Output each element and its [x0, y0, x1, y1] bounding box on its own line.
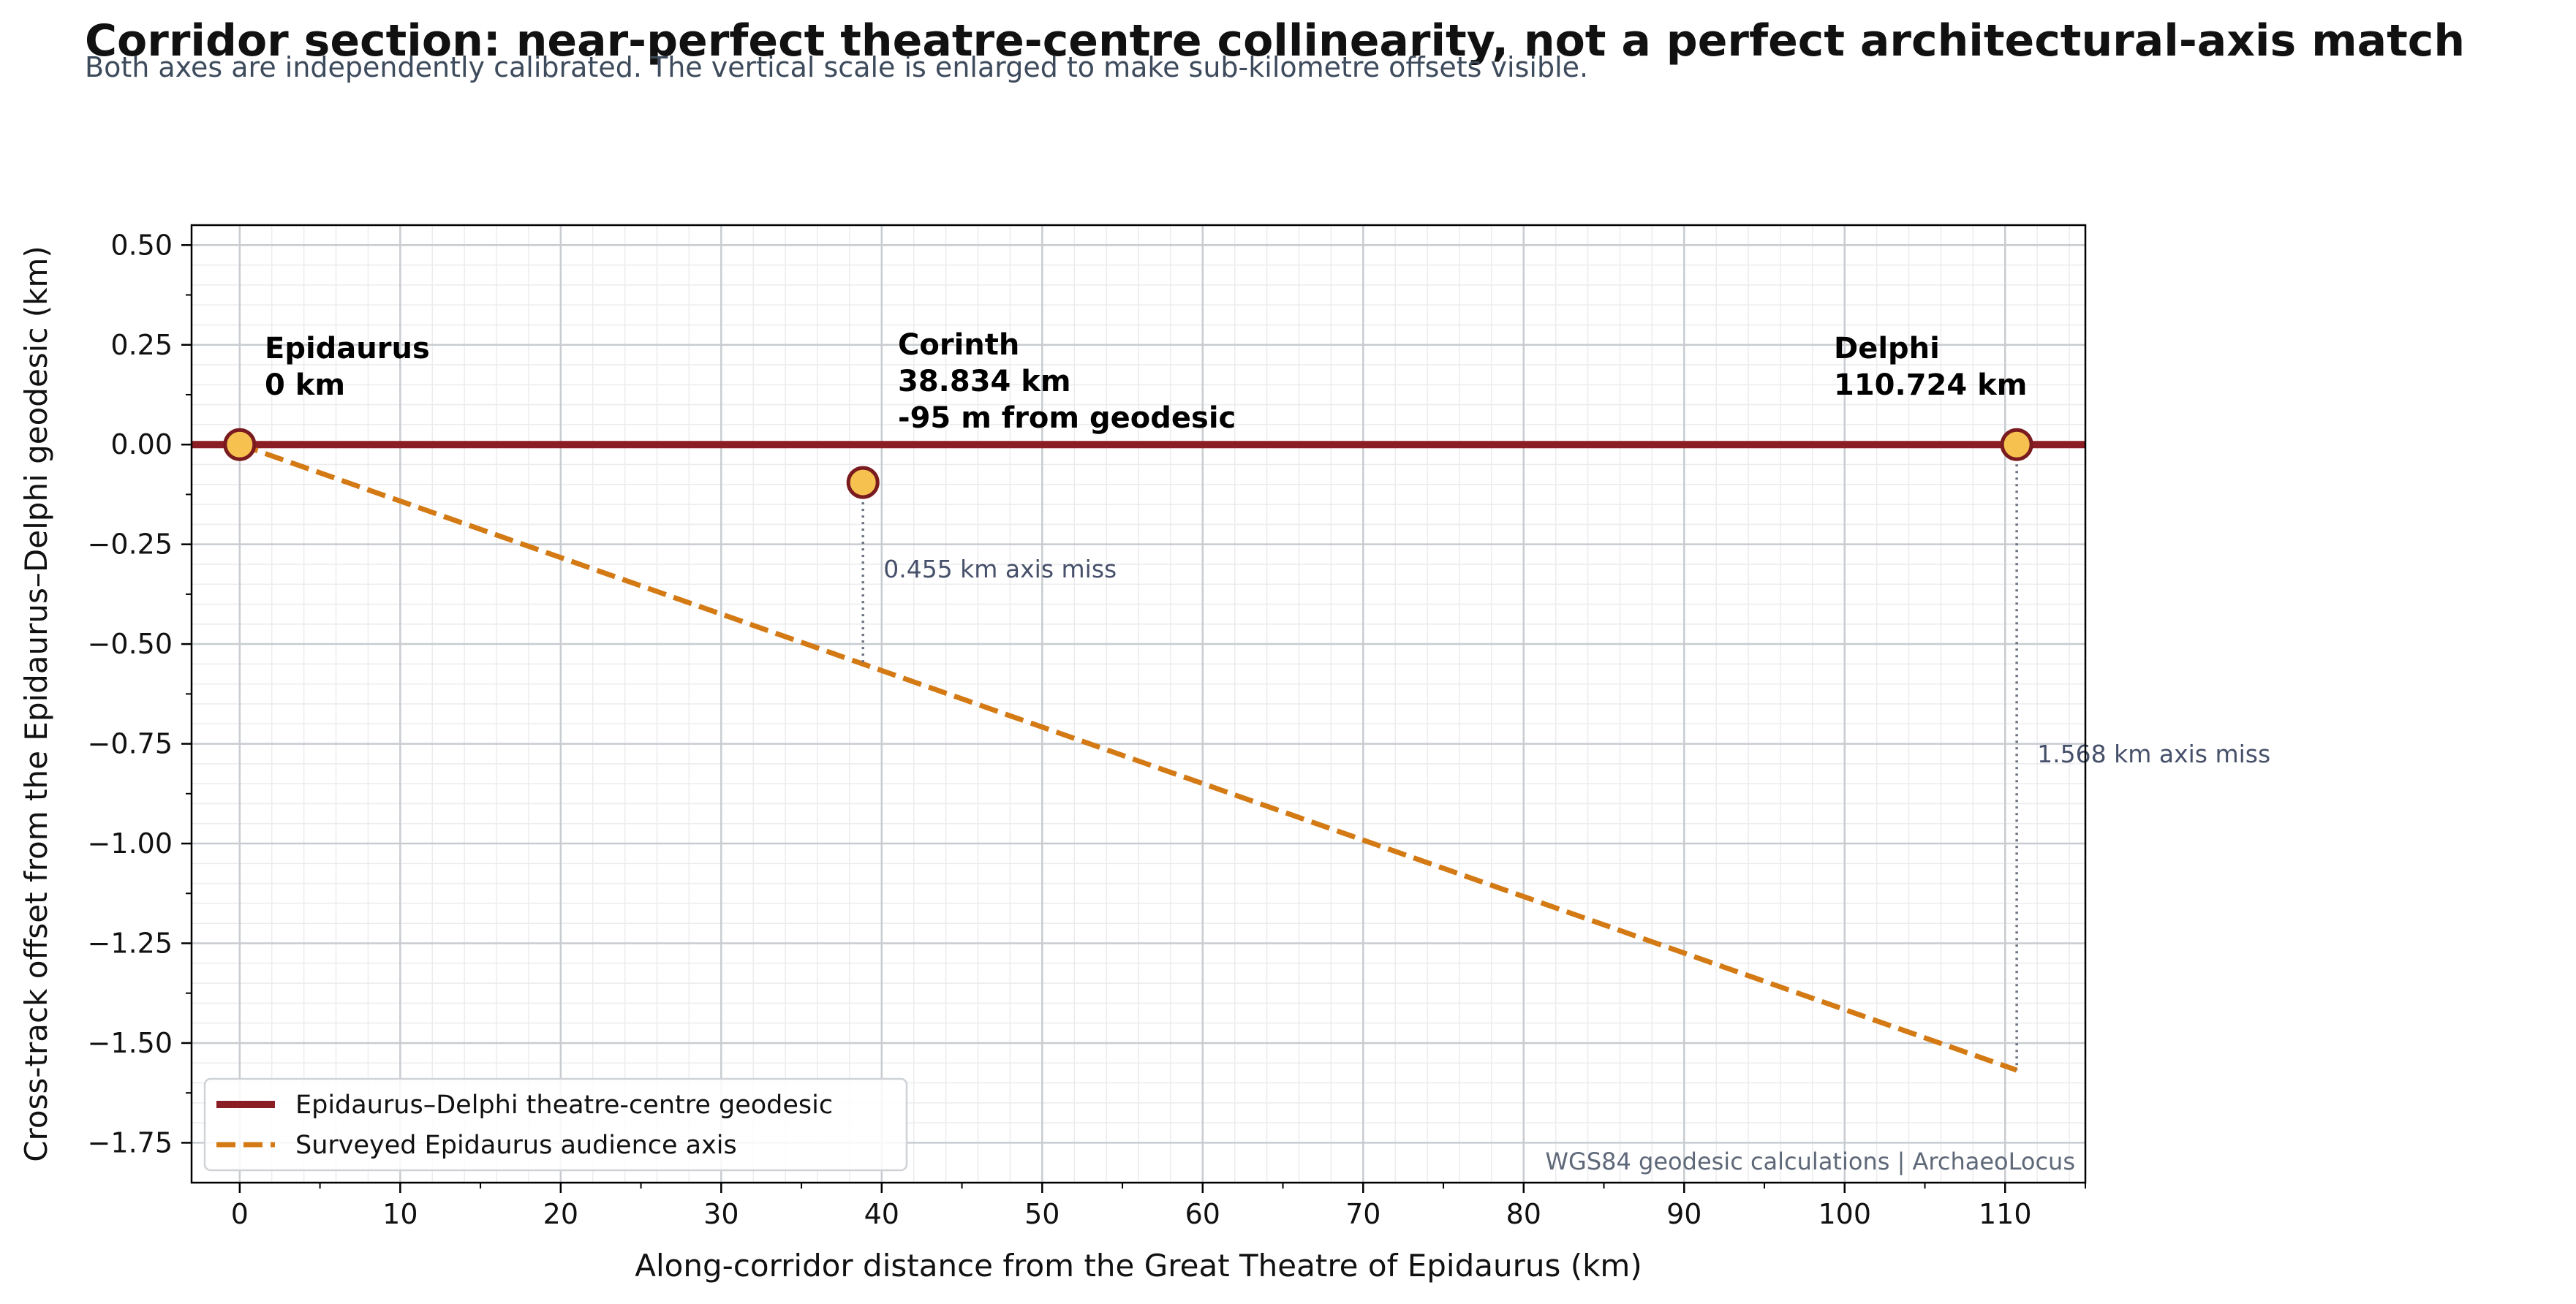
- x-tick-label: 90: [1666, 1198, 1701, 1230]
- legend-label: Epidaurus–Delphi theatre-centre geodesic: [295, 1091, 833, 1120]
- y-tick-label: 0.50: [110, 229, 173, 261]
- y-tick-label: 0.25: [110, 329, 173, 361]
- y-axis-label: Cross-track offset from the Epidaurus–De…: [18, 246, 54, 1162]
- site-label: Delphi 110.724 km: [1834, 332, 2027, 402]
- site-label-line: 0 km: [265, 368, 345, 402]
- x-tick-label: 40: [864, 1198, 899, 1230]
- x-tick-label: 0: [231, 1198, 249, 1230]
- axis-ticks: 0 10 20 30 40 50 60 70 80 90 100 110 0.50 0.25 0.00 −0.…: [88, 229, 2086, 1230]
- y-tick-label: −0.75: [88, 728, 173, 760]
- chart-subtitle: Both axes are independently calibrated. …: [85, 51, 1588, 83]
- chart-title: Corridor section: near-perfect theatre-c…: [85, 15, 2465, 67]
- audience-axis-line: [238, 441, 2018, 1073]
- x-tick-label: 50: [1024, 1198, 1060, 1230]
- x-tick-label: 20: [543, 1198, 578, 1230]
- x-axis-label: Along-corridor distance from the Great T…: [635, 1248, 1642, 1284]
- minor-grid: [192, 225, 2085, 1183]
- site-marker: [2000, 428, 2033, 461]
- x-tick-label: 110: [1979, 1198, 2032, 1230]
- y-tick-label: −0.25: [88, 528, 173, 561]
- legend: Epidaurus–Delphi theatre-centre geodesic…: [203, 1077, 908, 1172]
- credit-note: WGS84 geodesic calculations | ArchaeoLoc…: [1545, 1148, 2075, 1175]
- site-marker: [846, 466, 880, 499]
- x-tick-label: 100: [1818, 1198, 1871, 1230]
- site-label: Corinth 38.834 km -95 m from geodesic: [898, 328, 1236, 435]
- x-tick-label: 60: [1185, 1198, 1220, 1230]
- site-label-line: Delphi: [1834, 332, 1940, 365]
- legend-label: Surveyed Epidaurus audience axis: [295, 1131, 737, 1160]
- axis-miss-label: 1.568 km axis miss: [2037, 740, 2270, 768]
- major-grid: [192, 225, 2085, 1183]
- y-tick-label: −0.50: [88, 628, 173, 660]
- site-label-line: Epidaurus: [265, 332, 430, 365]
- site-label: Epidaurus 0 km: [265, 332, 430, 402]
- x-tick-label: 30: [703, 1198, 739, 1230]
- site-layer: Epidaurus 0 km Corinth 38.834 km -95 m from …: [223, 328, 2033, 499]
- site-label-line: -95 m from geodesic: [898, 401, 1236, 435]
- site-label-line: 38.834 km: [898, 365, 1071, 398]
- plot-frame: [190, 224, 2087, 1184]
- y-tick-label: −1.50: [88, 1027, 173, 1059]
- x-tick-label: 10: [382, 1198, 418, 1230]
- axis-miss-label: 0.455 km axis miss: [883, 555, 1117, 583]
- axis-miss-layer: 0.455 km axis miss 1.568 km axis miss: [861, 444, 2270, 1071]
- x-tick-label: 70: [1345, 1198, 1380, 1230]
- x-tick-label: 80: [1506, 1198, 1541, 1230]
- site-marker: [223, 428, 257, 461]
- site-label-line: Corinth: [898, 328, 1019, 362]
- series-layer: [192, 441, 2085, 1073]
- y-tick-label: −1.00: [88, 827, 173, 860]
- y-tick-label: 0.00: [110, 428, 173, 460]
- site-label-line: 110.724 km: [1834, 368, 2027, 402]
- legend-box: [203, 1077, 908, 1172]
- y-tick-label: −1.25: [88, 928, 173, 960]
- y-tick-label: −1.75: [88, 1126, 173, 1159]
